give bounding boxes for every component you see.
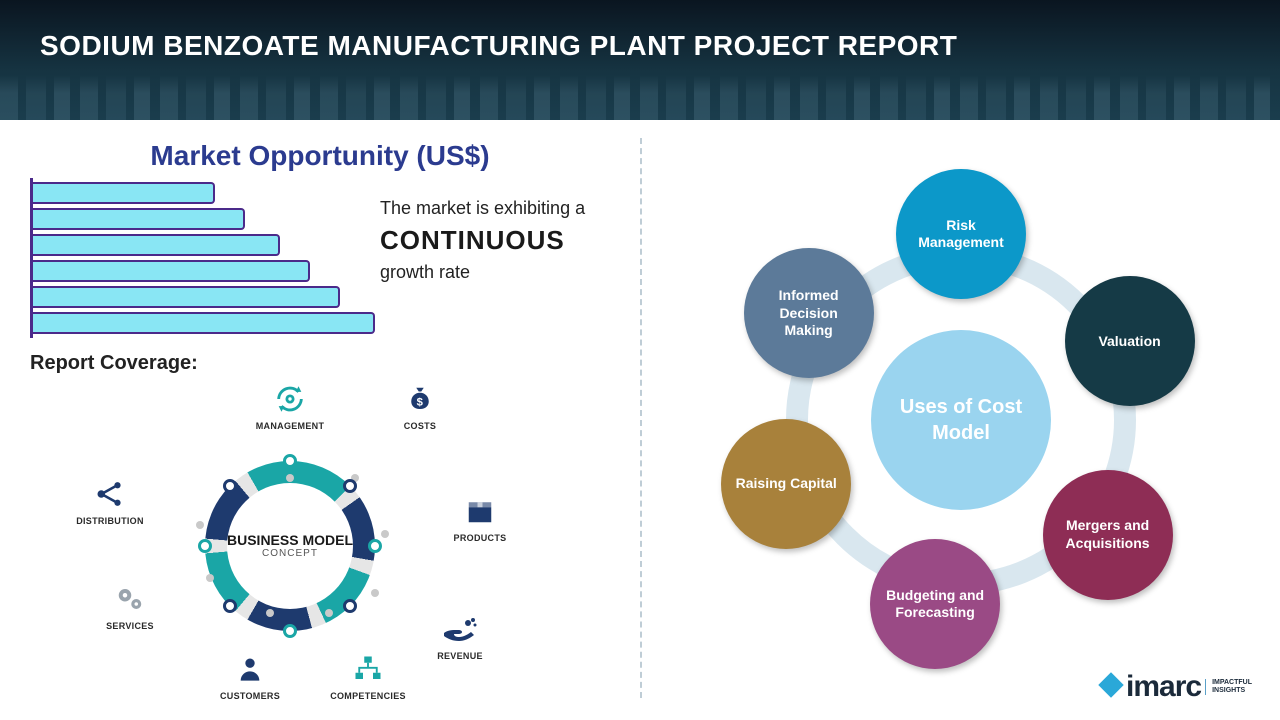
- bm-item-services: SERVICES: [90, 581, 170, 631]
- chart-bar: [30, 208, 245, 230]
- wheel-node: [283, 624, 297, 638]
- bm-item-management: MANAGEMENT: [250, 381, 330, 431]
- connector-dot: [381, 530, 389, 538]
- box-icon: [462, 493, 498, 529]
- cost-node: Raising Capital: [721, 419, 851, 549]
- org-icon: [350, 651, 386, 687]
- cost-node: Risk Management: [896, 169, 1026, 299]
- wheel-center-title: BUSINESS MODEL: [227, 533, 353, 548]
- left-panel: Market Opportunity (US$) The market is e…: [0, 120, 640, 720]
- bm-item-products: PRODUCTS: [440, 493, 520, 543]
- bm-item-label: COSTS: [380, 421, 460, 431]
- share-icon: [92, 476, 128, 512]
- page-title: SODIUM BENZOATE MANUFACTURING PLANT PROJ…: [40, 30, 1240, 62]
- growth-line1: The market is exhibiting a: [380, 198, 620, 219]
- connector-dot: [206, 574, 214, 582]
- hand-icon: [442, 611, 478, 647]
- cycle-icon: [272, 381, 308, 417]
- growth-text-block: The market is exhibiting a CONTINUOUS gr…: [380, 198, 620, 283]
- wheel-node: [283, 454, 297, 468]
- bm-item-label: COMPETENCIES: [328, 691, 408, 701]
- cost-node: Mergers and Acquisitions: [1043, 470, 1173, 600]
- chart-bar: [30, 260, 310, 282]
- bm-item-revenue: REVENUE: [420, 611, 500, 661]
- bm-item-label: DISTRIBUTION: [70, 516, 150, 526]
- brand-accent-icon: [1098, 672, 1123, 697]
- wheel-center: BUSINESS MODEL CONCEPT: [227, 483, 353, 609]
- wheel-node: [198, 539, 212, 553]
- business-model-diagram: BUSINESS MODEL CONCEPT MANAGEMENT $ COSTS P…: [60, 381, 520, 691]
- bm-item-label: REVENUE: [420, 651, 500, 661]
- cost-model-radial: Uses of Cost Model Risk Management Valuat…: [701, 160, 1221, 680]
- wheel-node: [223, 479, 237, 493]
- brand-tagline: IMPACTFUL INSIGHTS: [1205, 679, 1252, 694]
- connector-dot: [371, 589, 379, 597]
- bm-item-costs: $ COSTS: [380, 381, 460, 431]
- gears-icon: [112, 581, 148, 617]
- wheel-node: [368, 539, 382, 553]
- svg-text:$: $: [417, 396, 424, 408]
- chart-bar: [30, 182, 215, 204]
- bm-item-label: CUSTOMERS: [210, 691, 290, 701]
- content-area: Market Opportunity (US$) The market is e…: [0, 120, 1280, 720]
- connector-dot: [266, 609, 274, 617]
- bm-item-label: PRODUCTS: [440, 533, 520, 543]
- market-opportunity-title: Market Opportunity (US$): [30, 140, 610, 172]
- brand-tag2: INSIGHTS: [1212, 687, 1252, 695]
- chart-bar: [30, 286, 340, 308]
- right-panel: Uses of Cost Model Risk Management Valuat…: [642, 120, 1280, 720]
- person-icon: [232, 651, 268, 687]
- cost-node: Valuation: [1065, 276, 1195, 406]
- bm-item-customers: CUSTOMERS: [210, 651, 290, 701]
- report-coverage-title: Report Coverage:: [30, 352, 610, 375]
- wheel-center-sub: CONCEPT: [262, 548, 318, 559]
- connector-dot: [325, 609, 333, 617]
- brand-name: imarc: [1126, 670, 1201, 704]
- skyline-decoration: [0, 75, 1280, 120]
- growth-line3: growth rate: [380, 262, 620, 283]
- brand-tag1: IMPACTFUL: [1212, 679, 1252, 687]
- cost-node: Budgeting and Forecasting: [870, 539, 1000, 669]
- cost-node: Informed Decision Making: [744, 248, 874, 378]
- brand-logo: imarc IMPACTFUL INSIGHTS: [1102, 670, 1252, 704]
- chart-axis: [30, 178, 33, 338]
- bm-item-label: SERVICES: [90, 621, 170, 631]
- header: SODIUM BENZOATE MANUFACTURING PLANT PROJ…: [0, 0, 1280, 120]
- growth-line2: CONTINUOUS: [380, 225, 620, 256]
- connector-dot: [286, 474, 294, 482]
- market-bars-chart: [30, 182, 370, 334]
- connector-dot: [196, 521, 204, 529]
- bm-item-label: MANAGEMENT: [250, 421, 330, 431]
- bm-item-distribution: DISTRIBUTION: [70, 476, 150, 526]
- bm-item-competencies: COMPETENCIES: [328, 651, 408, 701]
- chart-bar: [30, 312, 375, 334]
- wheel-node: [223, 599, 237, 613]
- wheel-node: [343, 479, 357, 493]
- moneybag-icon: $: [402, 381, 438, 417]
- chart-bar: [30, 234, 280, 256]
- radial-center-label: Uses of Cost Model: [891, 394, 1031, 446]
- radial-center: Uses of Cost Model: [871, 330, 1051, 510]
